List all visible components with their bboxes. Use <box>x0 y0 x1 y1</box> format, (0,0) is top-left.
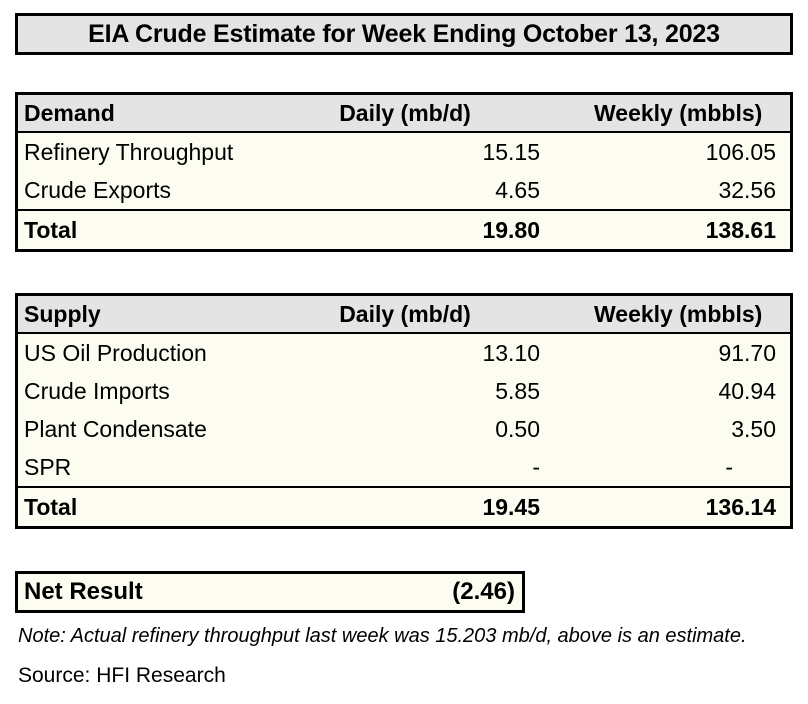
demand-total-row: Total 19.80 138.61 <box>18 209 790 249</box>
net-result-label: Net Result <box>24 578 143 605</box>
cell-weekly: - <box>725 454 733 480</box>
cell-weekly: 106.05 <box>705 139 776 165</box>
cell-daily: 4.65 <box>495 177 540 203</box>
row-label: Plant Condensate <box>24 416 207 442</box>
table-row-crude-exports: Crude Exports 4.65 32.56 <box>18 171 790 209</box>
net-result-value: (2.46) <box>452 578 515 605</box>
table-row-refinery-throughput: Refinery Throughput 15.15 106.05 <box>18 133 790 171</box>
cell-weekly: 32.56 <box>718 177 776 203</box>
table-row-crude-imports: Crude Imports 5.85 40.94 <box>18 372 790 410</box>
total-label: Total <box>24 494 78 520</box>
total-cell-daily: 19.80 <box>482 217 540 243</box>
source-text: Source: HFI Research <box>18 664 226 687</box>
supply-table: Supply Daily (mb/d) Weekly (mbbls) US Oi… <box>15 293 793 529</box>
demand-column-header-weekly: Weekly (mbbls) <box>594 100 763 126</box>
supply-column-header-daily: Daily (mb/d) <box>339 301 471 327</box>
table-row-spr: SPR - - <box>18 448 790 486</box>
cell-daily: - <box>532 454 540 480</box>
row-label: Refinery Throughput <box>24 139 234 165</box>
supply-header-row: Supply Daily (mb/d) Weekly (mbbls) <box>18 296 790 334</box>
note-text: Note: Actual refinery throughput last we… <box>18 625 747 647</box>
total-label: Total <box>24 217 78 243</box>
cell-daily: 13.10 <box>482 340 540 366</box>
cell-daily: 15.15 <box>482 139 540 165</box>
net-result-box: Net Result (2.46) <box>15 571 525 613</box>
cell-weekly: 91.70 <box>718 340 776 366</box>
table-row-us-oil-production: US Oil Production 13.10 91.70 <box>18 334 790 372</box>
demand-column-header-daily: Daily (mb/d) <box>339 100 471 126</box>
row-label: Crude Exports <box>24 177 172 203</box>
cell-weekly: 3.50 <box>731 416 776 442</box>
total-cell-weekly: 138.61 <box>705 217 776 243</box>
demand-column-header-category: Demand <box>24 100 115 126</box>
cell-weekly: 40.94 <box>718 378 776 404</box>
supply-column-header-category: Supply <box>24 301 101 327</box>
row-label: Crude Imports <box>24 378 170 404</box>
cell-daily: 5.85 <box>495 378 540 404</box>
supply-total-row: Total 19.45 136.14 <box>18 486 790 526</box>
supply-column-header-weekly: Weekly (mbbls) <box>594 301 763 327</box>
total-cell-weekly: 136.14 <box>705 494 776 520</box>
row-label: SPR <box>24 454 72 480</box>
cell-daily: 0.50 <box>495 416 540 442</box>
report-title: EIA Crude Estimate for Week Ending Octob… <box>15 13 793 55</box>
total-cell-daily: 19.45 <box>482 494 540 520</box>
demand-header-row: Demand Daily (mb/d) Weekly (mbbls) <box>18 95 790 133</box>
row-label: US Oil Production <box>24 340 207 366</box>
demand-table: Demand Daily (mb/d) Weekly (mbbls) Refin… <box>15 92 793 252</box>
table-row-plant-condensate: Plant Condensate 0.50 3.50 <box>18 410 790 448</box>
